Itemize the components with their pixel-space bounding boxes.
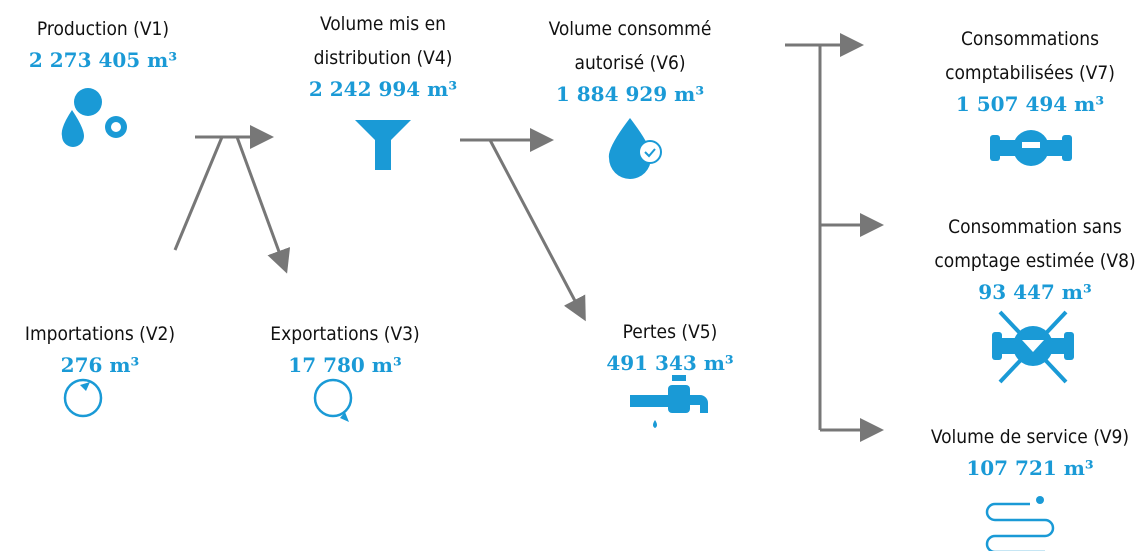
node-value: 276 m³ [61, 353, 140, 377]
node-label: autorisé (V6) [575, 52, 686, 74]
node-label: Volume consommé [549, 18, 712, 40]
icons [61, 88, 1074, 551]
node-value: 491 343 m³ [606, 351, 733, 375]
node-label: Volume de service (V9) [931, 426, 1129, 448]
node-label: Exportations (V3) [270, 323, 419, 345]
node-value: 1 884 929 m³ [556, 82, 704, 106]
node-label: Consommation sans [948, 216, 1122, 238]
node-label: Importations (V2) [25, 323, 175, 345]
node-value: 107 721 m³ [966, 456, 1093, 480]
node-label: comptabilisées (V7) [945, 62, 1115, 84]
node-label: Consommations [961, 28, 1099, 50]
node-value: 2 273 405 m³ [29, 48, 177, 72]
node-label: Pertes (V5) [623, 321, 718, 343]
node-label: Production (V1) [37, 18, 169, 40]
arrows [173, 33, 884, 442]
node-value: 1 507 494 m³ [956, 92, 1104, 116]
node-value: 2 242 994 m³ [309, 77, 457, 101]
node-label: distribution (V4) [314, 47, 453, 69]
node-label: Volume mis en [320, 13, 446, 35]
node-value: 17 780 m³ [288, 353, 401, 377]
node-value: 93 447 m³ [978, 280, 1091, 304]
node-label: comptage estimée (V8) [934, 250, 1135, 272]
